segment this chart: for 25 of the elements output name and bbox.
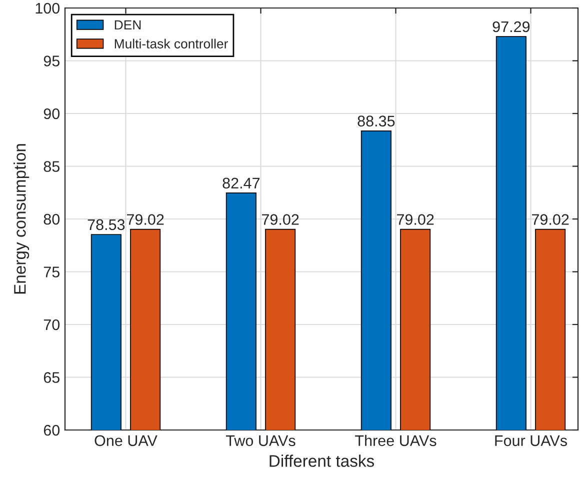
- y-tick-label: 85: [44, 161, 60, 172]
- y-axis-title: Energy consumption: [14, 144, 30, 294]
- y-tick-label: 100: [36, 2, 60, 14]
- y-tick-label: 80: [44, 214, 60, 225]
- y-tick-label: 60: [44, 424, 60, 436]
- legend-label: Multi-task controller: [114, 38, 228, 48]
- x-tick-label: One UAV: [94, 435, 158, 446]
- y-tick-label: 65: [44, 372, 60, 383]
- data-label: 82.47: [222, 178, 260, 189]
- data-label: 79.02: [126, 214, 164, 225]
- legend-label: DEN: [114, 20, 141, 30]
- x-tick-label: Four UAVs: [495, 435, 567, 446]
- data-label: 78.53: [88, 219, 125, 230]
- data-label: 88.35: [358, 116, 395, 126]
- data-label: 79.02: [262, 214, 299, 225]
- data-label: 97.29: [492, 21, 530, 32]
- data-label: 79.02: [532, 214, 569, 225]
- x-axis-title: Different tasks: [270, 454, 374, 467]
- y-tick-label: 95: [44, 56, 60, 66]
- x-tick-label: Two UAVs: [226, 435, 296, 446]
- x-tick-label: Three UAVs: [355, 434, 436, 446]
- y-tick-label: 70: [44, 319, 60, 330]
- y-tick-label: 90: [44, 108, 60, 120]
- y-tick-label: 75: [44, 266, 60, 278]
- data-label: 79.02: [396, 214, 434, 225]
